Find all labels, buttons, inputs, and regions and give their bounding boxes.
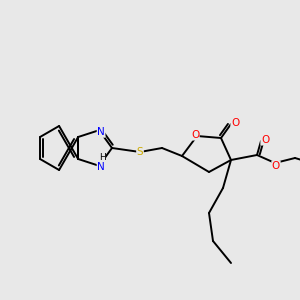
Text: O: O <box>231 118 239 128</box>
Text: N: N <box>97 127 105 137</box>
Text: O: O <box>191 130 199 140</box>
Text: O: O <box>272 161 280 171</box>
Text: N: N <box>97 162 105 172</box>
Text: H: H <box>99 153 105 162</box>
Text: S: S <box>137 147 143 157</box>
Text: O: O <box>261 135 269 145</box>
